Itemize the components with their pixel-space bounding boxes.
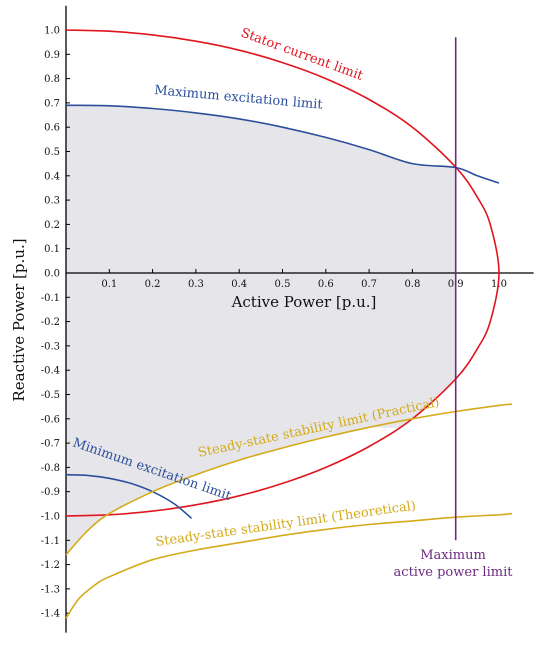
operating-region [66, 105, 456, 555]
x-tick-label: 0.1 [101, 279, 117, 290]
y-tick-label: 0.4 [44, 171, 60, 182]
y-tick-label: -0.6 [41, 414, 60, 425]
x-tick-label: 0.2 [145, 279, 161, 290]
y-tick-label: -0.3 [41, 341, 60, 352]
y-tick-label: 0.0 [44, 269, 60, 280]
y-tick-label: -0.2 [41, 317, 60, 328]
max-active-power-label-line1: Maximum [420, 548, 486, 563]
x-tick-label: 0.5 [275, 279, 291, 290]
curves-layer [65, 29, 513, 619]
y-tick-label: -1.0 [41, 512, 60, 523]
x-tick-label: 0.6 [318, 279, 334, 290]
y-tick-label: 0.1 [44, 244, 60, 255]
y-tick-label: 0.5 [44, 147, 60, 158]
y-tick-label: 0.6 [44, 123, 60, 134]
max-active-power-label-line2: active power limit [394, 565, 514, 580]
y-tick-label: -0.9 [41, 487, 60, 498]
y-tick-label: 1.0 [44, 26, 60, 37]
y-tick-label: 0.3 [44, 196, 60, 207]
x-tick-label: 0.7 [361, 279, 377, 290]
steady-state-stability-limit-theoretical-line [65, 512, 513, 619]
y-tick-label: -0.5 [41, 390, 60, 401]
operating-region-layer [66, 105, 456, 555]
y-tick-label: -0.1 [41, 293, 60, 304]
y-tick-label: 0.2 [44, 220, 60, 231]
y-tick-label: -0.7 [41, 439, 60, 450]
y-axis-title: Reactive Power [p.u.] [10, 238, 28, 401]
x-tick-label: 0.4 [231, 279, 247, 290]
x-axis-title: Active Power [p.u.] [231, 293, 377, 311]
y-tick-label: -0.4 [41, 366, 60, 377]
minimum-excitation-limit-line [65, 473, 193, 520]
maximum-excitation-limit-line [65, 104, 500, 184]
stator-current-limit-line [65, 29, 500, 517]
y-tick-label: 0.8 [44, 74, 60, 85]
y-tick-label: 0.9 [44, 50, 60, 61]
y-tick-label: -1.2 [41, 560, 60, 571]
maximum-excitation-limit-label: Maximum excitation limit [154, 83, 324, 113]
y-tick-label: -1.1 [41, 536, 60, 547]
x-tick-label: 0.3 [188, 279, 204, 290]
y-tick-label: 0.7 [44, 98, 60, 109]
y-tick-label: -1.4 [41, 609, 60, 620]
y-tick-label: -0.8 [41, 463, 60, 474]
y-tick-label: -1.3 [41, 584, 60, 595]
x-tick-label: 0.8 [404, 279, 420, 290]
